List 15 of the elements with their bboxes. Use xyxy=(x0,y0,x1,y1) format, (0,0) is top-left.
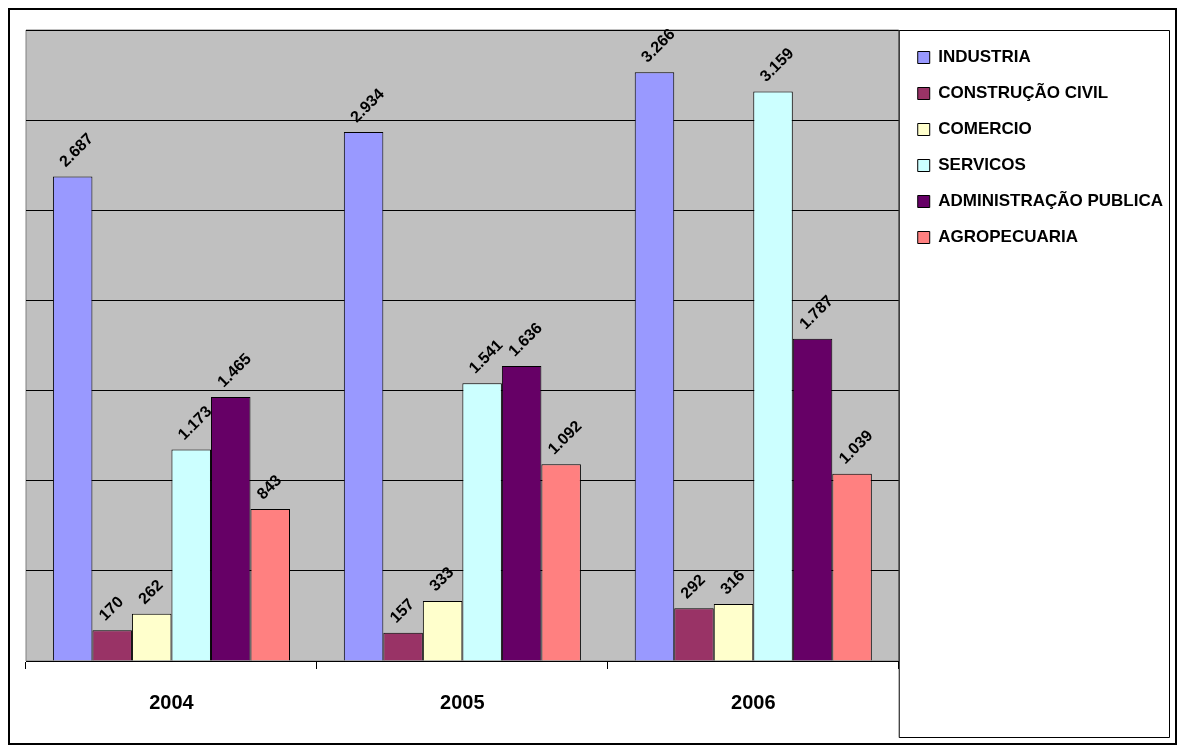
data-label: 262 xyxy=(134,576,166,607)
data-label: 170 xyxy=(95,592,127,624)
legend-label: CONSTRUÇÃO CIVIL xyxy=(938,82,1109,103)
x-tick-label: 2004 xyxy=(149,690,195,713)
data-label: 316 xyxy=(716,566,748,598)
legend-label: COMERCIO xyxy=(938,119,1032,139)
data-label: 333 xyxy=(425,563,457,595)
legend-label: INDUSTRIA xyxy=(938,47,1031,67)
data-label: 292 xyxy=(677,570,709,602)
x-tick-label: 2006 xyxy=(731,690,776,713)
x-tick-label: 2005 xyxy=(440,690,485,713)
legend-label: SERVICOS xyxy=(938,155,1026,175)
legend-label: AGROPECUARIA xyxy=(938,227,1079,247)
legend-label: ADMINISTRAÇÃO PUBLICA xyxy=(938,190,1164,211)
data-label: 157 xyxy=(386,594,418,626)
